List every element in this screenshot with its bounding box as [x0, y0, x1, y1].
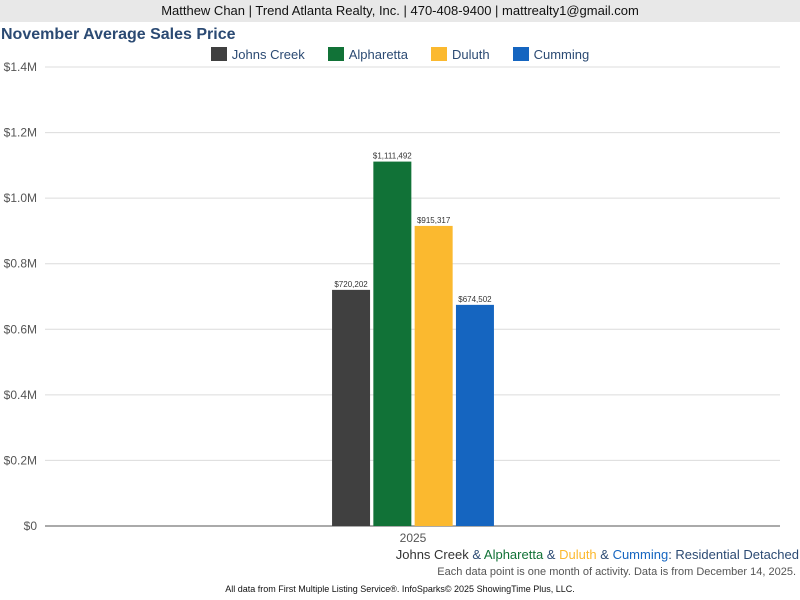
y-tick-label: $1.2M — [4, 126, 37, 140]
data-note: Each data point is one month of activity… — [437, 566, 796, 578]
x-tick-label: 2025 — [400, 531, 427, 545]
bar-cumming — [455, 304, 494, 526]
y-tick-label: $0.6M — [4, 322, 37, 336]
y-tick-label: $0.2M — [4, 453, 37, 467]
legend-swatch — [431, 47, 448, 61]
bar-johns-creek — [332, 289, 371, 526]
data-label: $1,111,492 — [373, 152, 412, 161]
legend-item-alpharetta[interactable]: Alpharetta — [318, 45, 408, 63]
footer-credit: All data from First Multiple Listing Ser… — [225, 584, 575, 594]
legend-swatch — [210, 47, 227, 61]
data-label: $720,202 — [334, 280, 368, 289]
legend-item-johns-creek[interactable]: Johns Creek — [210, 45, 305, 63]
bar-alpharetta — [373, 161, 412, 526]
data-label: $674,502 — [458, 295, 492, 304]
subtitle-separator: & — [468, 547, 484, 562]
chart-legend: Johns Creek Alpharetta Duluth Cumming — [0, 45, 800, 63]
legend-label: Cumming — [533, 46, 590, 62]
subtitle-series-name: Cumming — [612, 547, 669, 562]
y-tick-label: $0.4M — [4, 388, 37, 402]
subtitle-series-name: Johns Creek — [395, 547, 469, 562]
chart-title: November Average Sales Price — [1, 26, 236, 43]
legend-label: Johns Creek — [231, 46, 305, 62]
subtitle-separator: & — [543, 547, 560, 562]
data-label: $915,317 — [417, 216, 451, 225]
legend-swatch — [512, 47, 529, 61]
subtitle-series-name: Alpharetta — [483, 547, 544, 562]
legend-item-duluth[interactable]: Duluth — [421, 45, 490, 63]
chart-subtitle: Johns Creek & Alpharetta & Duluth & Cumm… — [396, 547, 799, 562]
subtitle-separator: & — [596, 547, 613, 562]
y-tick-label: $0.8M — [4, 257, 37, 271]
subtitle-series-name: Duluth — [559, 547, 597, 562]
subtitle-suffix: : Residential Detached — [668, 547, 799, 562]
legend-item-cumming[interactable]: Cumming — [503, 45, 590, 63]
legend-label: Alpharetta — [348, 46, 409, 62]
y-tick-label: $1.0M — [4, 191, 37, 205]
contact-header: Matthew Chan | Trend Atlanta Realty, Inc… — [0, 0, 800, 22]
legend-label: Duluth — [452, 46, 490, 62]
y-tick-label: $1.4M — [4, 60, 37, 74]
y-tick-label: $0 — [24, 519, 38, 533]
legend-swatch — [327, 47, 344, 61]
bar-duluth — [414, 225, 453, 526]
